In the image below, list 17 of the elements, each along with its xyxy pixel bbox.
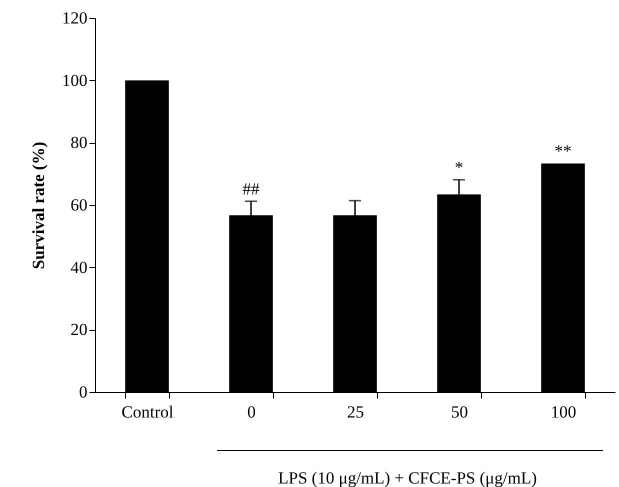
x-tick-label: Control xyxy=(122,402,174,422)
y-tick-label: 60 xyxy=(70,196,88,214)
y-tick-label: 0 xyxy=(79,382,88,402)
y-tick-label: 100 xyxy=(62,70,88,90)
x-tick-label: 50 xyxy=(451,402,468,422)
x-tick-label: 25 xyxy=(347,402,364,422)
y-tick-label: 80 xyxy=(70,133,88,152)
annotation: ## xyxy=(242,179,260,198)
x-axis-title: LPS (10 μg/mL) + CFCE-PS (μg/mL) xyxy=(278,468,537,487)
x-tick-label: 100 xyxy=(550,402,576,422)
y-axis-title: Survival rate (%) xyxy=(29,142,48,270)
y-tick-label: 120 xyxy=(62,8,88,28)
y-tick-label: 40 xyxy=(70,258,88,277)
annotation: * xyxy=(454,158,464,177)
annotation: ** xyxy=(554,142,572,161)
x-tick-label: 0 xyxy=(247,402,256,422)
y-tick-label: 20 xyxy=(70,320,88,340)
